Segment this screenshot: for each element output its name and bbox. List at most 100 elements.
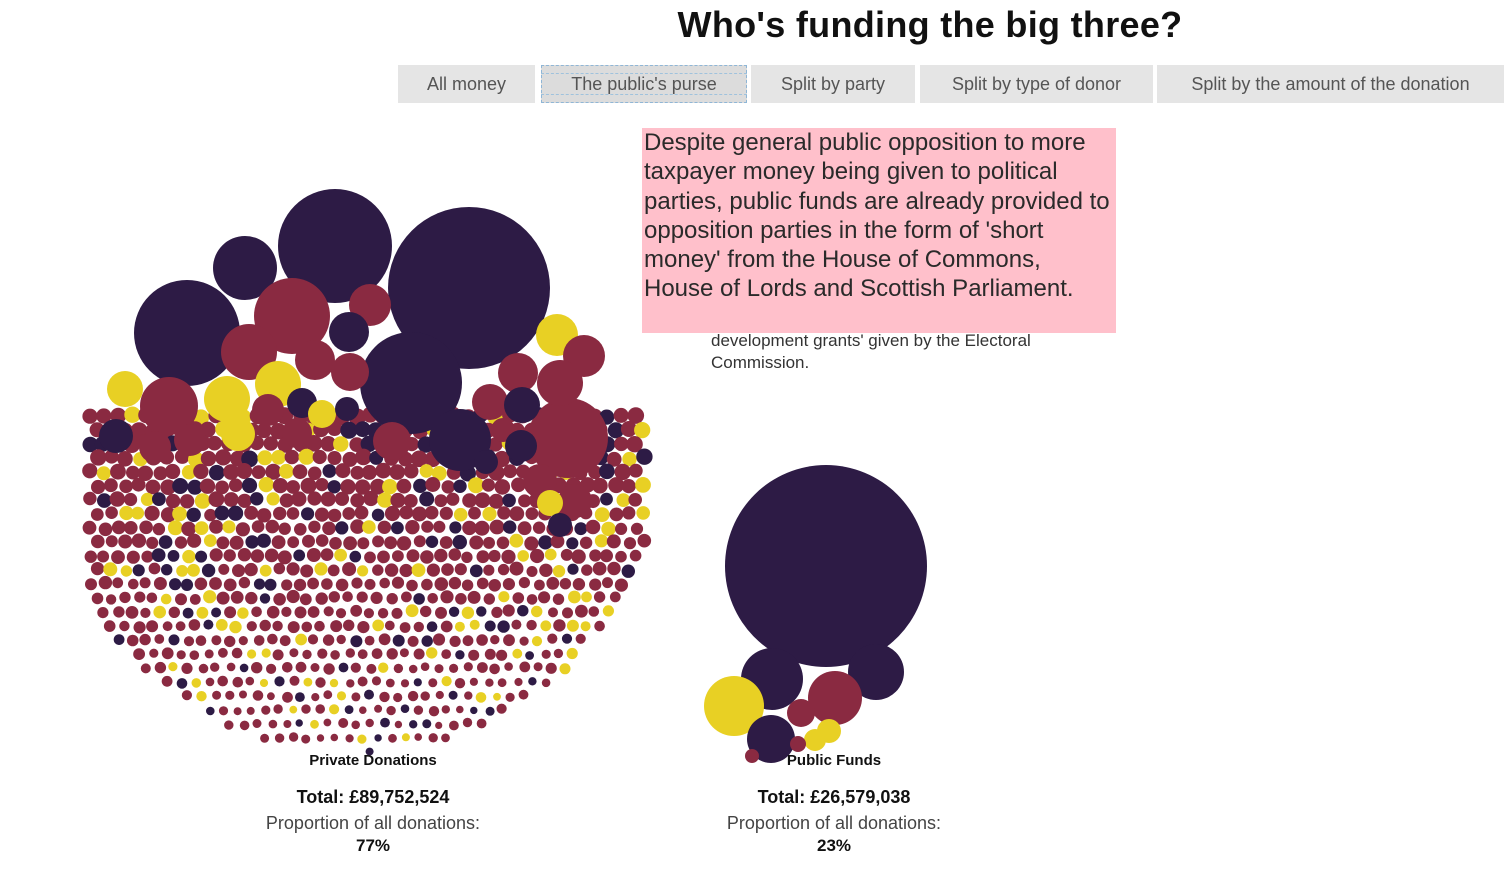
- donation-bubble: [182, 607, 194, 619]
- donation-bubble: [489, 663, 500, 675]
- donation-bubble: [627, 407, 645, 424]
- tab-split-by-party[interactable]: Split by party: [751, 65, 915, 103]
- donation-bubble: [175, 593, 187, 606]
- donation-bubble: [629, 549, 642, 562]
- tab-all-money[interactable]: All money: [398, 65, 535, 103]
- donation-bubble-large: [134, 280, 240, 386]
- donation-bubble: [366, 663, 377, 674]
- donation-bubble: [441, 563, 454, 576]
- donation-bubble: [264, 548, 279, 563]
- donation-bubble: [277, 550, 292, 565]
- donation-bubble: [502, 604, 515, 617]
- donation-bubble: [461, 606, 475, 619]
- tab-public-purse[interactable]: The public's purse: [541, 65, 747, 103]
- donation-bubble: [371, 508, 385, 522]
- tab-split-by-donor-type[interactable]: Split by type of donor: [920, 65, 1153, 103]
- donation-bubble: [152, 492, 166, 506]
- donation-bubble: [363, 490, 379, 507]
- donation-bubble: [103, 562, 118, 577]
- donation-bubble: [289, 648, 299, 658]
- donation-bubble-large: [213, 236, 277, 300]
- donation-bubble: [469, 619, 480, 630]
- donation-bubble: [432, 633, 446, 646]
- donation-bubble: [125, 465, 140, 480]
- donation-bubble: [371, 676, 382, 686]
- donation-bubble: [389, 464, 406, 480]
- donation-bubble: [405, 604, 419, 618]
- donation-bubble: [83, 491, 97, 506]
- donation-bubble: [272, 478, 288, 494]
- donation-bubble: [462, 493, 477, 508]
- donation-bubble: [350, 493, 365, 508]
- donation-bubble: [355, 448, 372, 466]
- donation-bubble: [315, 677, 326, 688]
- donation-bubble: [453, 479, 467, 493]
- donation-bubble: [104, 478, 118, 493]
- donation-bubble: [189, 594, 201, 605]
- donation-bubble: [637, 533, 652, 548]
- donation-bubble: [425, 535, 439, 548]
- donation-bubble: [344, 705, 354, 714]
- donation-bubble: [124, 521, 138, 535]
- donation-bubble: [253, 578, 266, 590]
- donation-bubble: [209, 577, 222, 590]
- donation-bubble: [609, 507, 624, 522]
- donation-bubble: [250, 492, 264, 506]
- tab-split-by-amount[interactable]: Split by the amount of the donation: [1157, 65, 1504, 103]
- donation-bubble: [214, 505, 230, 521]
- donation-bubble: [105, 535, 118, 548]
- donation-bubble: [284, 449, 300, 465]
- donation-bubble: [393, 663, 404, 674]
- donation-bubble: [599, 463, 615, 480]
- donation-bubble: [420, 550, 434, 564]
- donation-bubble: [195, 550, 208, 563]
- donation-bubble: [200, 450, 217, 467]
- donation-bubble: [302, 534, 315, 548]
- donation-bubble-large: [139, 431, 171, 463]
- donation-bubble: [346, 679, 355, 688]
- donation-bubble: [334, 491, 350, 506]
- donation-bubble: [261, 705, 271, 715]
- donation-bubble-large: [528, 398, 608, 478]
- donation-bubble: [476, 577, 489, 590]
- donation-bubble: [623, 537, 637, 550]
- donation-bubble: [266, 492, 280, 506]
- donation-bubble: [448, 606, 460, 617]
- donation-bubble-large: [360, 332, 462, 434]
- donation-bubble: [340, 421, 358, 439]
- donation-bubble: [400, 679, 410, 688]
- donation-bubble: [226, 662, 236, 672]
- public-total: Total: £26,579,038: [757, 787, 911, 807]
- donation-bubble: [600, 549, 613, 563]
- donation-bubble: [552, 565, 566, 578]
- donation-bubble: [320, 548, 334, 561]
- donation-bubble: [391, 576, 405, 589]
- donation-bubble: [476, 606, 487, 617]
- donation-bubble: [449, 521, 462, 534]
- donation-bubble: [329, 678, 339, 688]
- donation-bubble: [252, 719, 262, 728]
- donation-bubble: [237, 607, 249, 619]
- donation-bubble: [204, 508, 217, 522]
- donation-bubble: [354, 421, 371, 438]
- donation-bubble: [505, 692, 515, 702]
- donation-bubble: [223, 549, 236, 562]
- donation-bubble: [580, 621, 591, 632]
- donation-bubble: [295, 633, 307, 646]
- donation-bubble: [315, 534, 329, 547]
- donation-bubble: [524, 536, 539, 551]
- donation-bubble: [628, 463, 643, 478]
- donation-bubble: [251, 465, 266, 479]
- donation-bubble: [244, 562, 258, 577]
- donation-bubble: [321, 578, 333, 590]
- donation-bubble: [413, 678, 422, 687]
- donation-bubble: [247, 649, 257, 659]
- donation-bubble: [317, 648, 328, 659]
- description-overflow-text: development grants' given by the Elector…: [711, 331, 1031, 372]
- donation-bubble: [413, 648, 425, 660]
- donation-bubble: [160, 593, 172, 605]
- donation-bubble: [526, 594, 538, 605]
- donation-bubble: [435, 690, 444, 700]
- donation-bubble: [212, 690, 222, 700]
- donation-bubble: [328, 591, 340, 603]
